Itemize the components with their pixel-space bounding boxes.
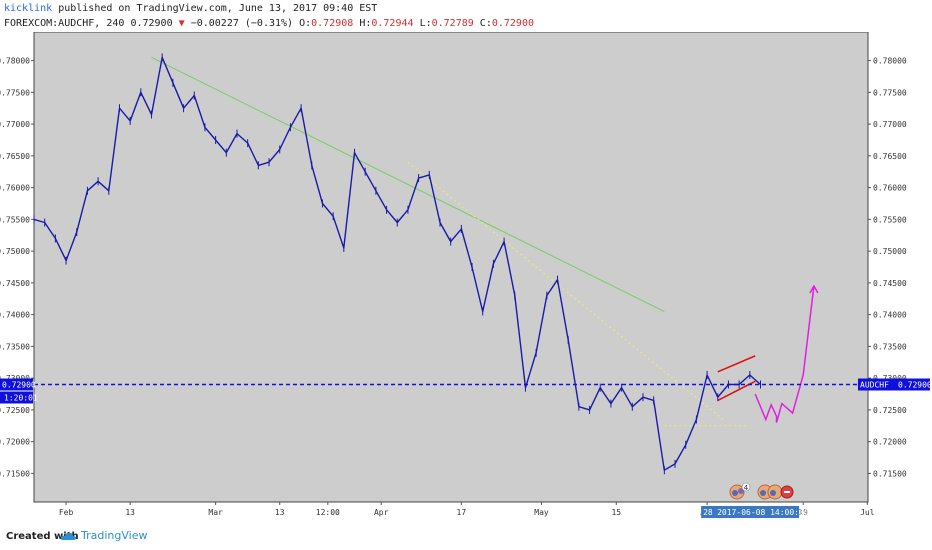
y-tick-label-right: 0.76500	[873, 152, 907, 161]
close-label: C:	[479, 18, 492, 29]
y-tick-label-right: 0.77000	[873, 120, 907, 129]
tradingview-brand: TradingView	[81, 529, 148, 542]
y-tick-label-left: 0.74000	[0, 311, 30, 320]
chart-header: kicklink published on TradingView.com, J…	[0, 0, 932, 32]
projection-arrow-icon	[809, 284, 819, 294]
y-tick-label-right: 0.75000	[873, 247, 907, 256]
y-tick-label-left: 0.76000	[0, 184, 30, 193]
y-axis-right: 0.78000 0.77500 0.77000 0.76500 0.76000 0.755…	[868, 57, 907, 478]
tradingview-cloud-icon	[60, 532, 77, 540]
earnings-badge-icon	[760, 490, 766, 496]
y-tick-label-left: 0.78000	[0, 57, 30, 66]
left-price-tag	[0, 378, 33, 391]
right-price-tag	[858, 378, 930, 391]
author-link[interactable]: kicklink	[4, 3, 53, 14]
y-tick-label-left: 0.75500	[0, 215, 30, 224]
alert-badge-icon	[784, 491, 790, 493]
y-tick-label-right: 0.74500	[873, 279, 907, 288]
y-tick-label-right: 0.71500	[873, 469, 907, 478]
y-tick-label-right: 0.72000	[873, 438, 907, 447]
x-tick-label: Mar	[208, 508, 223, 517]
x-tick-label: 13	[125, 508, 135, 517]
down-arrow-icon: ▼	[178, 18, 185, 29]
y-tick-label-left: 0.72000	[0, 438, 30, 447]
drawings	[151, 56, 819, 427]
y-tick-label-left: 0.71500	[0, 469, 30, 478]
last-price: 0.72900	[130, 18, 173, 29]
y-tick-label-right: 0.76000	[873, 184, 907, 193]
earnings-badge-icon	[770, 490, 776, 496]
crosshair-date-tag	[701, 506, 800, 518]
close-value: 0.72900	[491, 18, 534, 29]
y-tick-label-left: 0.74500	[0, 279, 30, 288]
created-with-text: Created with	[6, 531, 79, 542]
y-tick-label-right: 0.75500	[873, 215, 907, 224]
y-tick-label-left: 0.75000	[0, 247, 30, 256]
symbol-name: FOREXCOM:AUDCHF, 240	[4, 18, 125, 29]
y-tick-label-left: 0.77500	[0, 88, 30, 97]
event-count-badge	[741, 482, 751, 492]
y-tick-label-left: 0.76500	[0, 152, 30, 161]
publish-line: kicklink published on TradingView.com, J…	[4, 3, 377, 14]
low-value: 0.72789	[431, 18, 474, 29]
high-value: 0.72944	[371, 18, 414, 29]
y-tick-label-left: 0.72500	[0, 406, 30, 415]
footer: Created with TradingView	[0, 522, 932, 550]
axis-labels: 0.72900 1:20:01 AUDCHF 0.72900 28 2017-06-08 …	[0, 378, 932, 518]
x-tick-label: 13	[275, 508, 285, 517]
y-tick-label-left: 0.73500	[0, 342, 30, 351]
x-tick-label: 17	[457, 508, 467, 517]
open-value: 0.72908	[311, 18, 354, 29]
symbol-line: FOREXCOM:AUDCHF, 240 0.72900 ▼ −0.00227 …	[4, 18, 534, 29]
y-tick-label-right: 0.78000	[873, 57, 907, 66]
y-tick-label-right: 0.72500	[873, 406, 907, 415]
high-label: H:	[359, 18, 372, 29]
publish-info: published on TradingView.com, June 13, 2…	[58, 3, 378, 14]
channel-upper-line[interactable]	[717, 355, 756, 373]
price-change: −0.00227 (−0.31%)	[190, 18, 294, 29]
y-tick-label-right: 0.74000	[873, 311, 907, 320]
y-tick-label-left: 0.77000	[0, 120, 30, 129]
price-chart[interactable]: 0.78000 0.77500 0.77000 0.76500 0.76000 0.755…	[0, 32, 932, 522]
plot-area[interactable]	[33, 32, 869, 503]
event-count: 4	[744, 484, 749, 492]
crosshair-day-label: 28	[703, 508, 713, 517]
right-price-tag-symbol: AUDCHF	[860, 381, 889, 390]
x-tick-label: 19	[798, 508, 808, 517]
x-tick-label: Apr	[374, 508, 389, 517]
right-price-tag-value: 0.72900	[898, 381, 932, 390]
open-label: O:	[299, 18, 312, 29]
x-tick-label: Jul	[860, 508, 875, 517]
x-tick-label: 15	[611, 508, 621, 517]
countdown-label: 1:20:01	[4, 394, 38, 403]
projection-path[interactable]	[754, 286, 815, 423]
y-axis-left: 0.78000 0.77500 0.77000 0.76500 0.76000 0.755…	[0, 57, 34, 478]
countdown-tag	[0, 391, 33, 404]
x-tick-label: May	[534, 508, 549, 517]
y-tick-label-right: 0.73500	[873, 342, 907, 351]
event-badges[interactable]: 4	[729, 482, 794, 500]
tradingview-logo[interactable]: TradingView	[60, 529, 147, 542]
earnings-badge-icon	[738, 488, 744, 494]
resistance-trendline[interactable]	[151, 56, 665, 312]
y-tick-label-right: 0.77500	[873, 88, 907, 97]
left-price-tag-label: 0.72900	[2, 381, 36, 390]
x-tick-label: Feb	[59, 508, 74, 517]
x-tick-label: 12:00	[316, 508, 340, 517]
earnings-badge-icon	[732, 490, 738, 496]
crosshair-date-label: 2017-06-08 14:00:00	[717, 508, 809, 517]
low-label: L:	[419, 18, 432, 29]
